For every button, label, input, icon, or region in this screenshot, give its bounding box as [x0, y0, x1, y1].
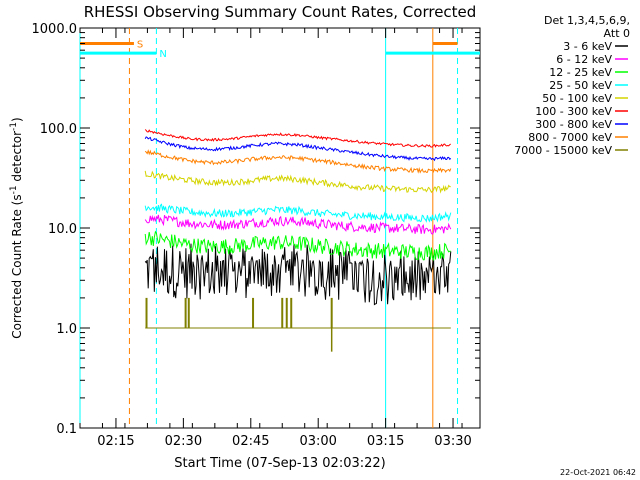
legend-header-line2: Att 0	[604, 27, 630, 40]
x-tick-label: 02:15	[97, 434, 134, 449]
event-lines-layer: SN	[79, 28, 480, 428]
y-tick-label: 1.0	[56, 322, 77, 337]
legend-label: 3 - 6 keV	[563, 40, 612, 53]
legend-label: 300 - 800 keV	[535, 118, 612, 131]
generation-timestamp: 22-Oct-2021 06:42	[560, 468, 636, 477]
legend-label: 100 - 300 keV	[535, 105, 612, 118]
x-tick-label: 03:30	[434, 434, 471, 449]
legend-header-line1: Det 1,3,4,5,6,9,	[544, 14, 630, 27]
y-tick-label: 100.0	[40, 122, 77, 137]
x-tick-label: 03:00	[299, 434, 336, 449]
series-line	[144, 149, 452, 174]
y-axis-label: Corrected Count Rate (s-1 detector-1)	[9, 117, 24, 338]
y-axis-label-sup1: -1	[9, 185, 19, 194]
series-line	[144, 129, 452, 148]
legend-label: 6 - 12 keV	[556, 53, 612, 66]
legend-label: 7000 - 15000 keV	[514, 144, 612, 157]
y-tick-label: 1000.0	[32, 22, 78, 37]
x-axis-label: Start Time (07-Sep-13 02:03:22)	[174, 456, 385, 471]
y-axis-label-main: Corrected Count Rate (s	[10, 194, 24, 338]
series-line	[144, 136, 452, 162]
y-tick-label: 0.1	[56, 422, 77, 437]
legend-label: 12 - 25 keV	[549, 66, 612, 79]
flag-bar-label: S	[137, 39, 143, 50]
y-axis-label-sup2: -1	[9, 122, 19, 131]
y-tick-label: 10.0	[48, 222, 77, 237]
x-tick-label: 02:30	[165, 434, 202, 449]
series-line	[144, 203, 452, 223]
axes-layer: 1000.0 100.0 10.0 1.0 0.1 02:15 02:30 02:45 03:0…	[32, 22, 480, 449]
x-tick-label: 03:15	[367, 434, 404, 449]
y-axis-label-mid: detector	[10, 131, 24, 186]
chart-title: RHESSI Observing Summary Count Rates, Co…	[84, 3, 477, 21]
flag-bar-label: N	[159, 49, 166, 60]
series-line	[144, 170, 451, 194]
x-tick-label: 02:45	[232, 434, 269, 449]
legend-label: 50 - 100 keV	[542, 92, 612, 105]
legend-label: 800 - 7000 keV	[528, 131, 612, 144]
series-line	[144, 243, 452, 306]
series-layer	[144, 129, 452, 352]
series-line	[144, 214, 452, 235]
series-line	[144, 230, 451, 262]
y-axis-label-end: )	[10, 117, 24, 122]
legend-label: 25 - 50 keV	[549, 79, 612, 92]
